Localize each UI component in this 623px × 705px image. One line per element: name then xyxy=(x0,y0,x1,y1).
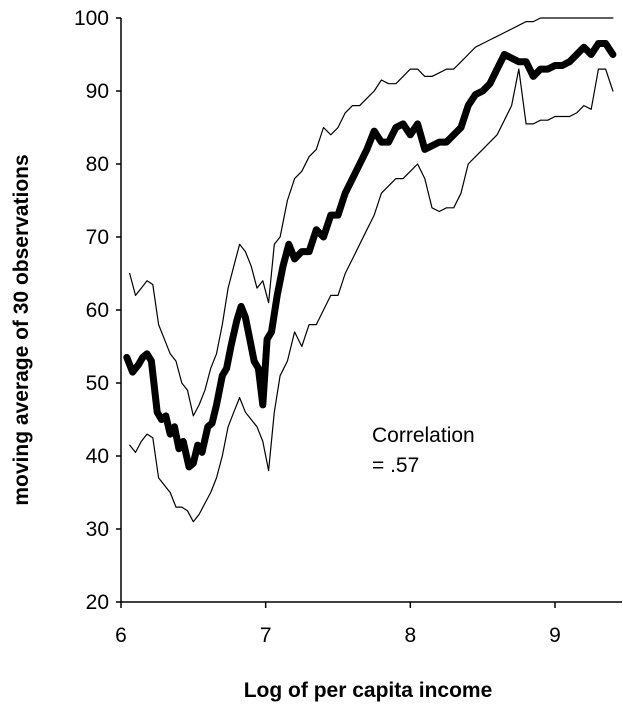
x-tick-label: 8 xyxy=(404,624,416,647)
y-tick-label: 50 xyxy=(86,372,109,395)
correlation-value: = .57 xyxy=(372,454,419,477)
x-tick-label: 9 xyxy=(549,624,561,647)
lower-band-line xyxy=(129,68,614,523)
y-axis-title: moving average of 30 observations xyxy=(10,154,33,505)
upper-band-line xyxy=(129,17,614,417)
x-tick-label: 7 xyxy=(260,624,272,647)
y-tick-label: 20 xyxy=(86,591,109,614)
y-tick-label: 90 xyxy=(86,80,109,103)
moving-average-line xyxy=(123,40,617,471)
y-tick-label: 40 xyxy=(86,445,109,468)
y-tick-label: 100 xyxy=(74,7,109,30)
y-tick-label: 70 xyxy=(86,226,109,249)
y-tick-label: 60 xyxy=(86,299,109,322)
ticks xyxy=(116,17,556,608)
x-axis-title: Log of per capita income xyxy=(244,679,493,702)
tick-labels: 20 30 40 50 60 70 80 90 100 6 7 8 9 xyxy=(74,7,561,647)
axes xyxy=(120,18,622,603)
x-tick-label: 6 xyxy=(115,624,127,647)
plot-lines xyxy=(123,17,617,523)
y-tick-label: 80 xyxy=(86,153,109,176)
correlation-label: Correlation xyxy=(372,424,475,447)
y-tick-label: 30 xyxy=(86,518,109,541)
